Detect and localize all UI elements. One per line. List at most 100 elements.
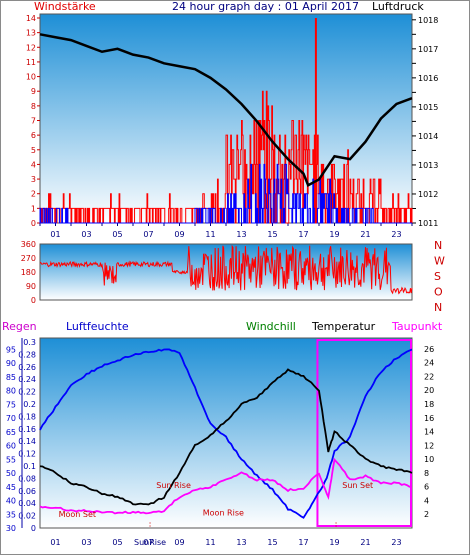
wind-pressure-chart: 0123456789101112131410111012101310141015…	[26, 14, 439, 239]
humidity-tick-label: 65	[6, 428, 16, 437]
x-tick-label: 15	[267, 538, 277, 547]
wind-tick-label: 7	[31, 117, 36, 126]
gust-series	[39, 163, 412, 224]
x-tick-label: 05	[112, 538, 122, 547]
event-label: Sun Rise	[156, 481, 191, 490]
x-tick-label: 15	[267, 230, 277, 239]
temperature-label: Temperatur	[311, 320, 376, 333]
sunrise-axis-label: SunRise	[134, 538, 166, 547]
x-tick-label: 19	[329, 538, 339, 547]
temp-humidity-chart: 0 0.02 0.04 0.06 0.08 0.1 0.12 0.14 0.16 0.18 0.2 0…	[6, 338, 434, 547]
rain-tick-label: 0.2	[23, 400, 36, 409]
temp-humidity-plot-area	[39, 337, 413, 529]
compass-label: N	[434, 239, 442, 252]
humidity-label: Luftfeuchte	[66, 320, 129, 333]
rain-tick-label: 0.08	[18, 474, 36, 483]
humidity-tick-label: 80	[6, 387, 16, 396]
rain-tick-label: 0.14	[18, 437, 36, 446]
pressure-series	[39, 33, 413, 188]
pressure-tick-label: 1012	[418, 190, 438, 199]
x-tick-label: 13	[236, 538, 246, 547]
compass-label: O	[434, 286, 443, 299]
pressure-tick-label: 1013	[418, 161, 438, 170]
windchill-label: Windchill	[246, 320, 296, 333]
x-tick-label: 01	[50, 538, 60, 547]
rain-tick-label: 0.12	[18, 450, 36, 459]
wind-tick-label: 4	[31, 160, 36, 169]
wind-tick-label: 13	[26, 29, 36, 38]
wind-tick-label: 14	[26, 14, 36, 23]
humidity-series	[39, 348, 413, 519]
humidity-tick-label: 30	[6, 524, 16, 533]
x-tick-label: 23	[391, 230, 401, 239]
wind-tick-label: 9	[31, 87, 36, 96]
x-tick-label: 07	[143, 230, 153, 239]
wind-tick-label: 1	[31, 204, 36, 213]
humidity-tick-label: 40	[6, 497, 16, 506]
humidity-tick-label: 95	[6, 345, 16, 354]
humidity-tick-label: 85	[6, 373, 16, 382]
direction-tick-label: 180	[21, 268, 36, 277]
x-tick-label: 21	[360, 230, 370, 239]
chart-title: 24 hour graph day : 01 April 2017	[172, 0, 359, 13]
x-tick-label: 17	[298, 538, 308, 547]
compass-label: S	[434, 270, 441, 283]
temp-tick-label: 22	[424, 372, 434, 381]
wind-tick-label: 6	[31, 131, 36, 140]
wind-tick-label: 2	[31, 190, 36, 199]
x-tick-label: 01	[50, 230, 60, 239]
rain-tick-label: 0.1	[23, 462, 36, 471]
x-tick-label: 19	[329, 230, 339, 239]
x-tick-label: 17	[298, 230, 308, 239]
rain-tick-label: 0.22	[18, 388, 36, 397]
x-tick-label: 03	[81, 230, 91, 239]
temp-tick-label: 6	[424, 483, 429, 492]
pressure-tick-label: 1016	[418, 74, 438, 83]
humidity-tick-label: 60	[6, 442, 16, 451]
direction-tick-label: 270	[21, 254, 36, 263]
pressure-label: Luftdruck	[372, 0, 424, 13]
x-tick-label: 03	[81, 538, 91, 547]
rain-tick-label: 0.3	[23, 338, 36, 347]
wind-tick-label: 5	[31, 146, 36, 155]
direction-tick-label: 0	[31, 296, 36, 305]
wind-tick-label: 10	[26, 73, 36, 82]
rain-tick-label: 0	[31, 524, 36, 533]
humidity-tick-label: 75	[6, 400, 16, 409]
x-tick-label: 11	[205, 230, 215, 239]
pressure-tick-label: 1017	[418, 45, 438, 54]
compass-label: N	[434, 301, 442, 314]
x-tick-label: 09	[174, 538, 184, 547]
temp-tick-label: 14	[424, 428, 434, 437]
direction-tick-label: 360	[21, 240, 36, 249]
event-label: Moon Set	[59, 510, 96, 519]
rain-tick-label: 0.24	[18, 375, 36, 384]
humidity-tick-label: 45	[6, 483, 16, 492]
rain-label: Regen	[2, 320, 37, 333]
pressure-tick-label: 1011	[418, 219, 438, 228]
rain-tick-label: 0.06	[18, 487, 36, 496]
pressure-tick-label: 1018	[418, 16, 438, 25]
rain-tick-label: 0.28	[18, 350, 36, 359]
x-tick-label: 09	[174, 230, 184, 239]
humidity-tick-label: 50	[6, 469, 16, 478]
x-tick-label: 11	[205, 538, 215, 547]
temp-tick-label: 2	[424, 510, 429, 519]
dewpoint-label: Taupunkt	[391, 320, 443, 333]
x-tick-label: 05	[112, 230, 122, 239]
x-tick-label: 13	[236, 230, 246, 239]
temp-tick-label: 4	[424, 496, 429, 505]
compass-label: W	[434, 255, 445, 268]
temp-tick-label: 18	[424, 400, 434, 409]
rain-tick-label: 0.16	[18, 425, 36, 434]
rain-tick-label: 0.18	[18, 412, 36, 421]
temp-tick-label: 8	[424, 469, 429, 478]
wind-tick-label: 8	[31, 102, 36, 111]
pressure-tick-label: 1014	[418, 132, 438, 141]
humidity-tick-label: 35	[6, 510, 16, 519]
dewpoint-highlight-box	[316, 339, 413, 527]
pressure-tick-label: 1015	[418, 103, 438, 112]
wind-tick-label: 3	[31, 175, 36, 184]
windspeed-label: Windstärke	[34, 0, 96, 13]
